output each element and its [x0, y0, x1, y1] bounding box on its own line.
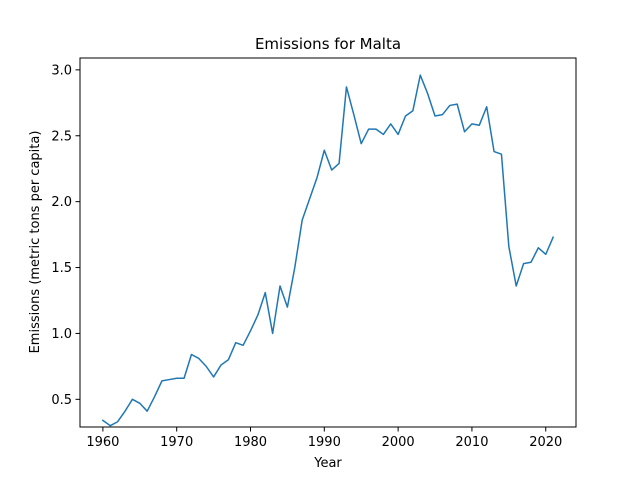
series-line-0 [101, 74, 555, 427]
y-tick-label-1: 1.0 [51, 327, 72, 342]
x-tick-label-1980: 1980 [234, 435, 267, 450]
x-tick-label-2020: 2020 [529, 435, 562, 450]
axes-frame [79, 57, 577, 428]
y-tick-label-5: 3.0 [51, 63, 72, 78]
x-tick-label-1960: 1960 [86, 435, 119, 450]
x-tick-label-1970: 1970 [160, 435, 193, 450]
x-tick-label-2010: 2010 [455, 435, 488, 450]
y-tick-label-2: 1.5 [51, 261, 72, 276]
y-tick-label-0: 0.5 [51, 393, 72, 408]
x-tick-label-1990: 1990 [308, 435, 341, 450]
y-tick-label-4: 2.5 [51, 129, 72, 144]
y-tick-label-3: 2.0 [51, 195, 72, 210]
y-axis-label: Emissions (metric tons per capita) [28, 131, 43, 354]
x-axis-label: Year [313, 456, 342, 471]
plot-area: 1960 1970 1980 1990 2000 2010 2020 0.5 1.0 1.5 2.0… [51, 57, 577, 450]
x-tick-label-2000: 2000 [382, 435, 415, 450]
chart-title: Emissions for Malta [255, 35, 401, 53]
